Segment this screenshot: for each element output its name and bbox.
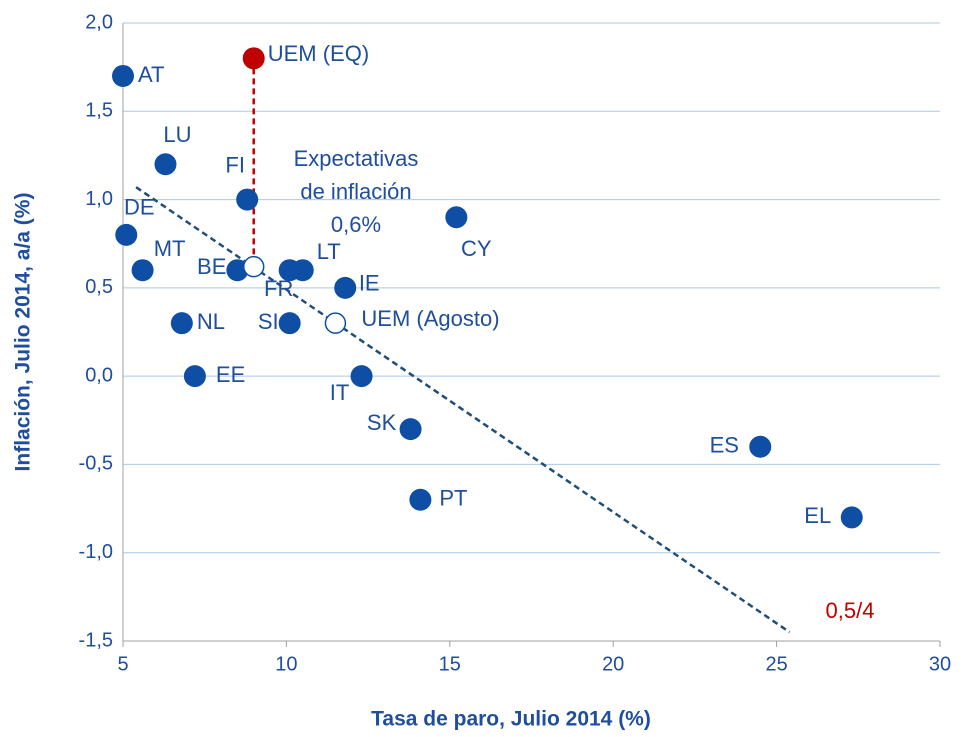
point-label: UEM (Agosto) xyxy=(361,306,499,331)
note: 0,5/4 xyxy=(826,598,875,623)
point xyxy=(291,259,314,282)
x-axis-title: Tasa de paro, Julio 2014 (%) xyxy=(371,708,651,731)
point-label: FI xyxy=(225,152,245,177)
x-tick-label: 30 xyxy=(929,653,951,675)
point xyxy=(226,259,249,282)
point xyxy=(840,506,863,529)
y-tick-label: -1,0 xyxy=(79,541,113,563)
point-label: AT xyxy=(138,62,164,87)
point-label: SK xyxy=(367,410,397,435)
point xyxy=(154,153,177,176)
x-tick-label: 15 xyxy=(439,653,461,675)
point xyxy=(115,223,138,246)
y-tick-label: 1,0 xyxy=(85,188,113,210)
y-tick-label: 0,0 xyxy=(85,364,113,386)
point xyxy=(183,365,206,388)
y-tick-label: -0,5 xyxy=(79,453,113,475)
point-label: IE xyxy=(359,271,380,296)
y-tick-label: 0,5 xyxy=(85,276,113,298)
point-label: IT xyxy=(330,380,350,405)
x-tick-label: 20 xyxy=(602,653,624,675)
point-label: DE xyxy=(124,195,155,220)
point xyxy=(399,418,422,441)
point-label: MT xyxy=(154,236,186,261)
annotation: de inflación xyxy=(300,179,411,204)
point-label: LU xyxy=(163,122,191,147)
hollow-point xyxy=(242,255,265,278)
y-tick-label: 1,5 xyxy=(85,100,113,122)
point xyxy=(131,259,154,282)
hollow-point xyxy=(324,312,347,334)
point xyxy=(409,488,432,511)
point-label: SI xyxy=(258,309,279,334)
point-label: BE xyxy=(197,254,226,279)
point xyxy=(278,312,301,335)
point xyxy=(112,64,134,87)
point-label: LT xyxy=(317,239,341,264)
point-label: PT xyxy=(439,486,467,511)
point xyxy=(334,276,357,299)
y-axis-title: Inflación, Julio 2014, a/a (%) xyxy=(12,193,35,472)
y-tick-label: -1,5 xyxy=(79,629,113,651)
x-tick-label: 10 xyxy=(275,653,297,675)
x-tick-label: 25 xyxy=(765,653,787,675)
point xyxy=(350,365,373,388)
point-label: NL xyxy=(197,309,225,334)
annotation: Expectativas xyxy=(294,146,419,171)
point-label: FR xyxy=(264,276,293,301)
point-label: EE xyxy=(216,362,245,387)
point xyxy=(445,206,468,229)
highlight-point xyxy=(242,47,265,70)
point-label: EL xyxy=(804,503,831,528)
x-tick-label: 5 xyxy=(117,653,128,675)
highlight-label: UEM (EQ) xyxy=(268,41,369,66)
point-label: CY xyxy=(461,236,492,261)
point-label: ES xyxy=(710,433,739,458)
point xyxy=(749,435,772,458)
y-tick-label: 2,0 xyxy=(85,11,113,33)
annotation: 0,6% xyxy=(331,212,381,237)
point xyxy=(236,188,259,211)
point xyxy=(170,312,193,335)
